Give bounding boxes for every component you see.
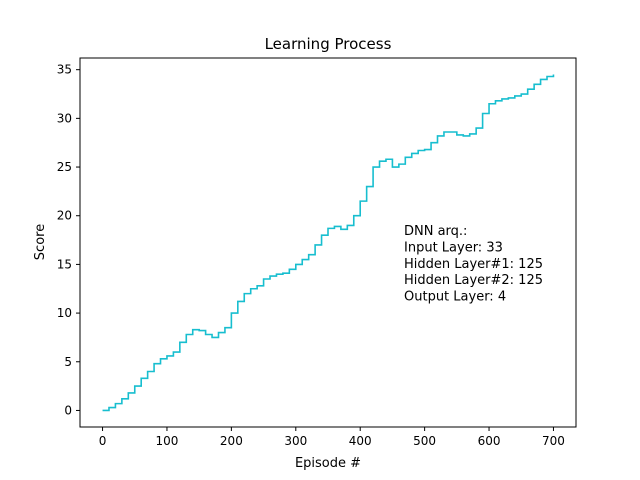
y-tick-label: 35 <box>57 63 72 77</box>
x-tick-label: 400 <box>349 434 372 448</box>
chart-title: Learning Process <box>265 35 392 53</box>
annotation-line: Output Layer: 4 <box>404 290 506 305</box>
x-tick-label: 300 <box>284 434 307 448</box>
x-tick-label: 200 <box>220 434 243 448</box>
annotation-line: Hidden Layer#1: 125 <box>404 257 543 272</box>
y-tick-label: 25 <box>57 160 72 174</box>
annotation-line: Input Layer: 33 <box>404 240 503 255</box>
y-tick-label: 5 <box>64 355 72 369</box>
x-axis-ticks: 0 100 200 300 400 500 600 700 <box>99 427 565 448</box>
x-tick-label: 500 <box>413 434 436 448</box>
x-tick-label: 100 <box>156 434 179 448</box>
plot-area <box>102 74 555 412</box>
y-tick-label: 20 <box>57 209 72 223</box>
y-axis-label: Score <box>33 224 48 260</box>
x-tick-label: 600 <box>478 434 501 448</box>
x-tick-label: 700 <box>542 434 565 448</box>
y-axis-ticks: 0 5 10 15 20 25 30 35 <box>57 63 80 417</box>
annotation-line: DNN arq.: <box>404 224 467 239</box>
y-tick-label: 10 <box>57 306 72 320</box>
y-tick-label: 30 <box>57 111 72 125</box>
axes-frame <box>79 57 577 428</box>
x-axis-label: Episode # <box>295 456 361 471</box>
annotation-text: DNN arq.:Input Layer: 33 Hidden Layer#1: … <box>404 224 543 305</box>
annotation-line: Hidden Layer#2: 125 <box>404 273 543 288</box>
y-tick-label: 15 <box>57 257 72 271</box>
x-tick-label: 0 <box>99 434 107 448</box>
y-tick-label: 0 <box>64 403 72 417</box>
series-line-0 <box>102 74 555 412</box>
